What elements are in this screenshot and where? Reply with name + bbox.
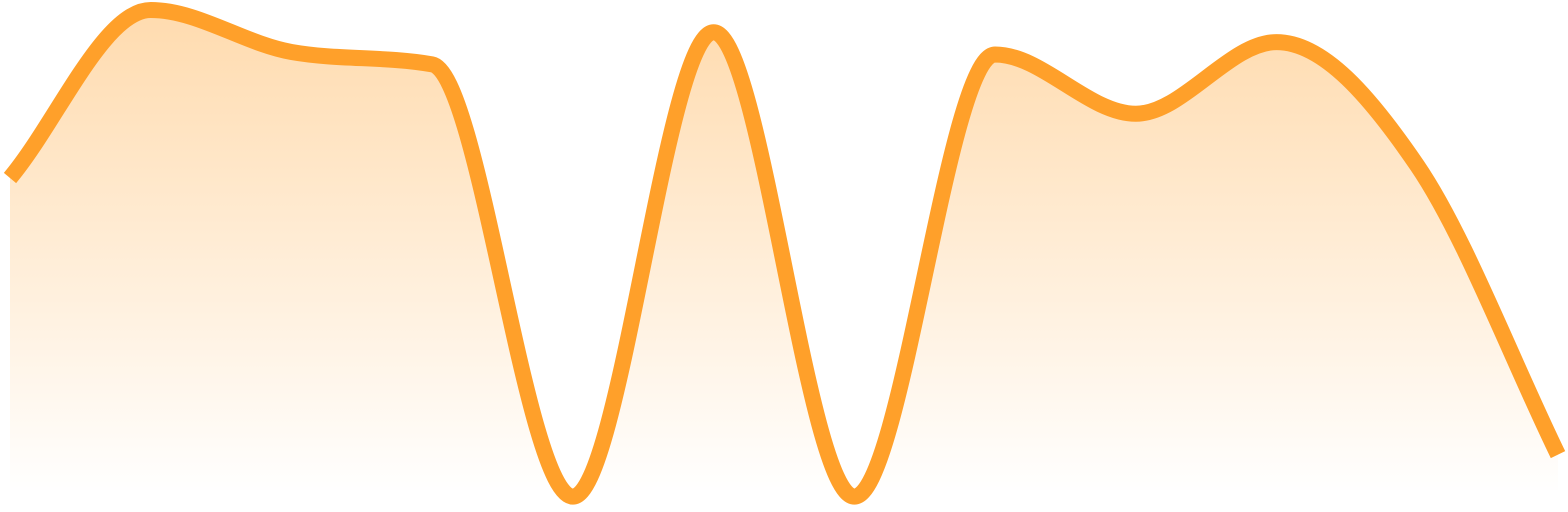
area-fill	[10, 10, 1558, 497]
series-line	[3, 2, 1566, 505]
